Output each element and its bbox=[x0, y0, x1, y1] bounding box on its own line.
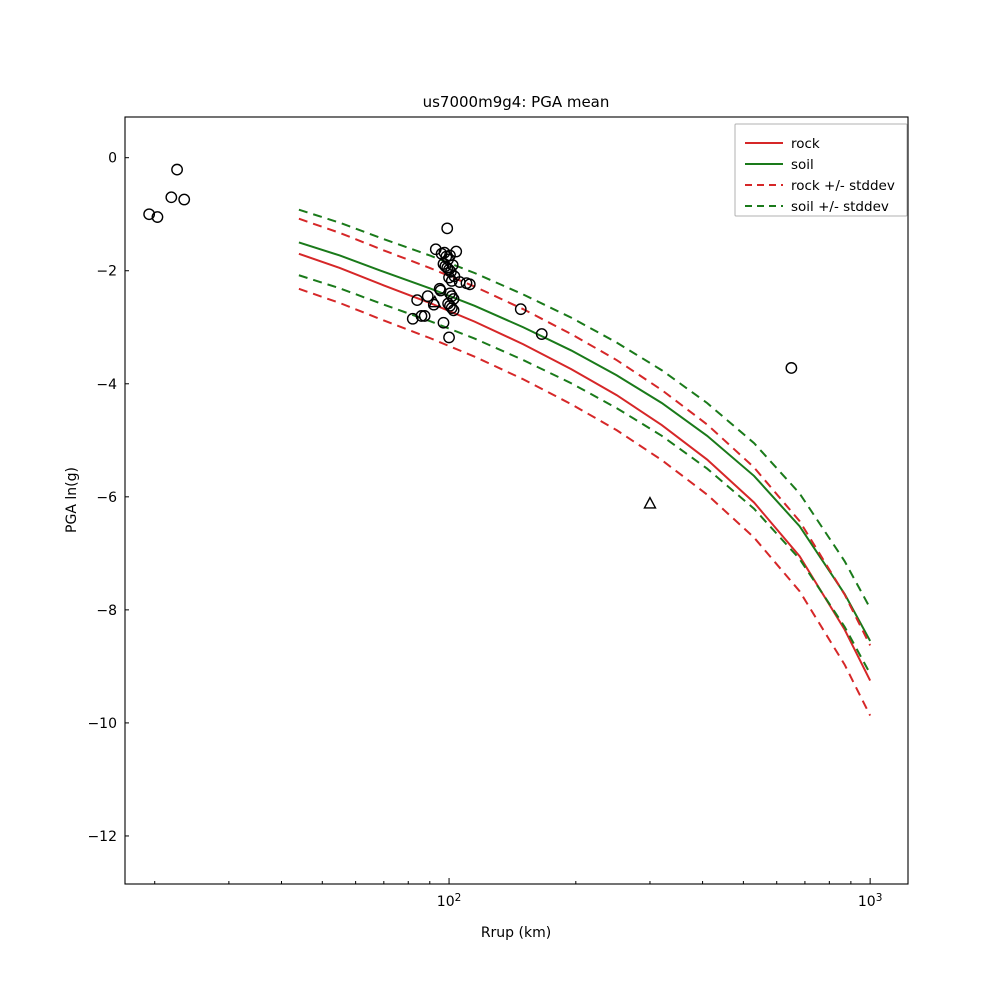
observation-point bbox=[421, 290, 434, 303]
legend-label: rock bbox=[791, 136, 820, 152]
observation-point bbox=[406, 312, 419, 325]
observation-point bbox=[447, 304, 460, 317]
curve-soil bbox=[298, 241, 872, 642]
curve-soil-stddev bbox=[298, 274, 872, 675]
x-axis-label: Rrup (km) bbox=[481, 925, 551, 941]
page-title: us7000m9g4: PGA mean bbox=[423, 93, 610, 111]
legend-label: soil +/- stddev bbox=[791, 199, 889, 215]
observation-point bbox=[418, 310, 431, 322]
curve-rock-stddev bbox=[298, 287, 872, 717]
observation-point bbox=[411, 294, 424, 307]
legend: rock soil rock +/- stddev soil +/- stddev bbox=[734, 123, 908, 217]
observation-point bbox=[535, 328, 548, 340]
observation-point bbox=[171, 163, 183, 176]
observation-point-triangle bbox=[643, 496, 657, 509]
observation-point bbox=[415, 310, 428, 322]
observation-point bbox=[143, 208, 156, 221]
model-curves bbox=[298, 208, 872, 717]
legend-label: soil bbox=[791, 157, 814, 173]
observation-markers-circle bbox=[143, 163, 798, 374]
observation-point bbox=[443, 331, 455, 344]
y-tick-label: −4 bbox=[96, 377, 117, 393]
y-axis-label: PGA ln(g) bbox=[64, 467, 80, 533]
observation-point bbox=[151, 211, 164, 223]
observation-point bbox=[514, 303, 527, 316]
y-tick-label: 0 bbox=[108, 151, 117, 167]
curve-rock bbox=[298, 252, 872, 681]
observation-point bbox=[453, 276, 466, 288]
y-axis-ticks: 0 −2 −4 −6 −8 −10 −12 bbox=[87, 151, 129, 845]
observation-point bbox=[445, 302, 458, 314]
y-tick-label: −12 bbox=[87, 829, 117, 845]
observation-point bbox=[178, 193, 191, 206]
y-tick-label: −10 bbox=[87, 716, 117, 732]
observation-point bbox=[441, 222, 454, 235]
y-tick-label: −8 bbox=[96, 603, 117, 619]
observation-point bbox=[443, 271, 455, 284]
x-axis-minor-ticks bbox=[154, 881, 852, 884]
observation-point-triangle bbox=[428, 294, 442, 308]
curve-rock-stddev bbox=[298, 217, 872, 646]
observation-point bbox=[434, 284, 447, 297]
observation-point bbox=[446, 259, 459, 271]
observation-point bbox=[450, 245, 463, 258]
legend-box bbox=[734, 123, 908, 217]
x-tick-label: 103 bbox=[858, 892, 883, 910]
legend-entries: rock soil rock +/- stddev soil +/- stddev bbox=[745, 136, 895, 215]
observation-point bbox=[785, 362, 798, 374]
observation-point bbox=[165, 191, 178, 204]
y-tick-label: −2 bbox=[96, 264, 117, 280]
x-tick-label: 102 bbox=[437, 892, 462, 910]
observation-markers-triangle bbox=[428, 294, 657, 509]
y-tick-label: −6 bbox=[96, 490, 117, 506]
curve-soil-stddev bbox=[298, 208, 872, 609]
legend-label: rock +/- stddev bbox=[791, 178, 895, 194]
plot-frame bbox=[124, 116, 909, 885]
x-axis-major-ticks: 102 103 bbox=[437, 878, 883, 910]
observation-point bbox=[437, 316, 450, 329]
